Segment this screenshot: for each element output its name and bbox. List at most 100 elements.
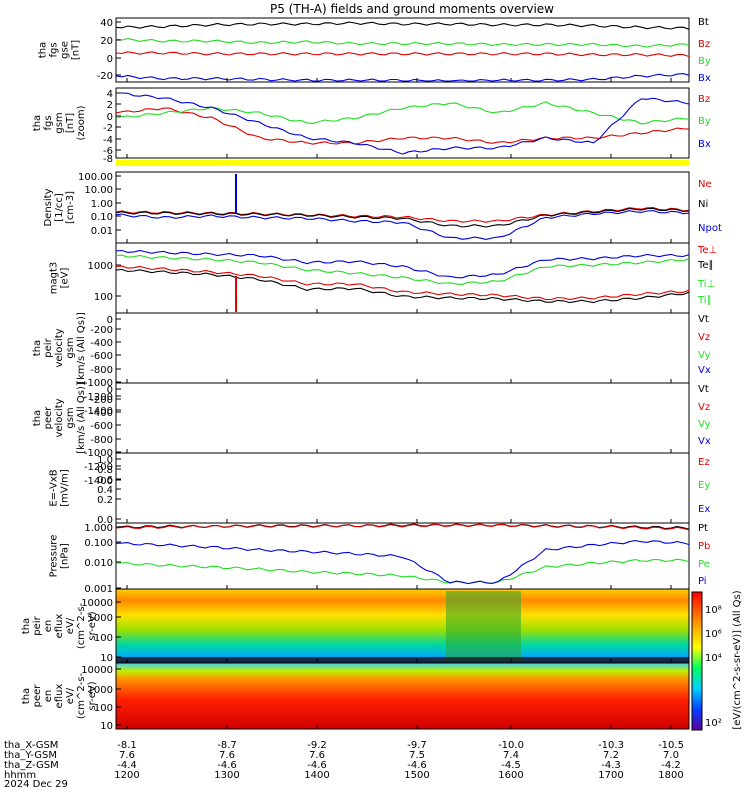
y-axis-label: sr-eV) — [87, 681, 98, 710]
x-axis-value-z: -4.3 — [601, 760, 621, 771]
x-axis-value-z: -4.6 — [407, 760, 427, 771]
x-axis-value-t: 1200 — [114, 770, 139, 781]
y-tick-label: -400 — [90, 408, 113, 419]
y-tick-label: 0.0 — [97, 515, 113, 526]
legend-entry: Te∥ — [697, 260, 714, 271]
x-axis-value-x: -10.0 — [498, 740, 524, 751]
y-axis-label: [nPa] — [60, 543, 71, 569]
x-axis-value-t: 1300 — [214, 770, 239, 781]
y-tick-label: -1200 — [84, 392, 113, 403]
x-axis-row-label: hhmm — [4, 770, 36, 781]
peir-spec-gap — [446, 591, 521, 661]
legend-entry: Pb — [698, 541, 710, 552]
series-line-Ni — [115, 207, 690, 228]
data-lines — [115, 21, 690, 585]
y-tick-label: 1000 — [88, 261, 113, 272]
y-axis-label: tha — [38, 42, 49, 58]
legend-entry: Pt — [698, 523, 708, 534]
legend-entry: Ni — [698, 199, 708, 210]
series-line-Te⊥ — [115, 265, 690, 301]
y-tick-label: -200 — [90, 325, 113, 336]
y-tick-label: -800 — [90, 365, 113, 376]
y-axis-label: peer — [43, 406, 54, 430]
y-tick-label: 1.000 — [84, 523, 113, 534]
panel-frames — [115, 17, 690, 730]
y-tick-label: -6 — [103, 146, 113, 157]
panel-frame — [115, 662, 690, 730]
y-axis-label: sr-eV) — [87, 611, 98, 640]
y-tick-label: 1.00 — [91, 199, 113, 210]
legend-entry: By — [698, 56, 711, 67]
x-axis-value-z: -4.6 — [217, 760, 237, 771]
panel-frame — [115, 171, 690, 244]
colorbar: 10⁸ 10⁶ 10⁴ 10² [eV/(cm^2-s-sr-eV)] (All Qs) — [691, 590, 743, 731]
y-axis-label: [cm-3] — [65, 191, 76, 224]
y-tick-label: -20 — [97, 71, 113, 82]
y-tick-label: -1000 — [84, 378, 113, 389]
series-line-Bx — [116, 92, 690, 155]
y-axis-label: en — [43, 620, 54, 633]
y-tick-label: -200 — [90, 395, 113, 406]
series-line-Bz — [115, 107, 690, 145]
y-axis-label: [km/s (All Qs)] — [76, 312, 87, 384]
legend-entry: Ti∥ — [697, 295, 712, 306]
spec-noise-band — [116, 657, 689, 663]
y-axis-label: tha — [21, 688, 32, 704]
series-line-Pe — [115, 558, 690, 585]
legend-entry: Vt — [698, 384, 709, 395]
x-axis-value-y: 7.6 — [309, 750, 325, 761]
panel-frame — [115, 87, 690, 159]
y-axis-label: gsm — [65, 407, 76, 428]
y-axis-label: tha — [32, 340, 43, 356]
y-tick-label: -600 — [90, 351, 113, 362]
panel-frame — [115, 522, 690, 590]
y-axis-label: tha — [32, 115, 43, 131]
x-axis-value-x: -10.5 — [658, 740, 684, 751]
y-tick-label: 0.2 — [97, 495, 113, 506]
y-tick-label: -8 — [103, 154, 113, 165]
y-axis-label: tha — [21, 618, 32, 634]
y-axis-label: eflux — [54, 684, 65, 709]
y-axis-label: gse — [60, 41, 71, 59]
x-axis-value-x: -9.7 — [407, 740, 427, 751]
series-line-By — [115, 38, 690, 48]
yellow-status-bar — [116, 160, 689, 166]
legend-entry: Pi — [698, 576, 707, 587]
y-tick-label: 0.001 — [84, 584, 113, 595]
y-tick-label: -1400 — [84, 476, 113, 487]
y-tick-label: 0.8 — [97, 465, 113, 476]
y-axis-label: magt3 — [49, 262, 60, 295]
x-axis-value-t: 1600 — [498, 770, 523, 781]
y-tick-label: 0.4 — [97, 485, 113, 496]
legend-entry: Te⊥ — [697, 245, 717, 256]
y-axis-label: fgs — [49, 42, 60, 57]
y-tick-label: 0.010 — [84, 558, 113, 569]
x-axis-row-label: tha_X-GSM — [4, 740, 58, 751]
x-axis-value-z: -4.2 — [661, 760, 681, 771]
y-tick-label: 0 — [107, 385, 113, 396]
y-tick-label: -1200 — [84, 462, 113, 473]
x-axis-value-y: 7.2 — [603, 750, 619, 761]
y-tick-label: 0.10 — [91, 212, 113, 223]
y-tick-label: -4 — [103, 135, 113, 146]
y-tick-label: 10.00 — [84, 185, 113, 196]
series-line-Bt — [115, 21, 690, 30]
series-line-By — [115, 101, 690, 125]
peer-spec-fill — [116, 663, 689, 729]
legend-entry: Vx — [698, 436, 711, 447]
x-axis-value-x: -9.2 — [307, 740, 327, 751]
series-line-Pb — [115, 523, 690, 531]
y-tick-label: 0.01 — [91, 226, 113, 237]
legend-entry: Ey — [698, 480, 710, 491]
y-axis-label: (zoom) — [76, 105, 87, 140]
y-tick-label: 2 — [107, 100, 113, 111]
y-axis-label: en — [43, 690, 54, 703]
x-axis-value-x: -10.3 — [598, 740, 624, 751]
y-axis-label: [nT] — [65, 113, 76, 133]
y-axis-label: Pressure — [49, 535, 60, 578]
y-axis-label: Density — [43, 188, 54, 226]
legend-entry: Vt — [698, 314, 709, 325]
